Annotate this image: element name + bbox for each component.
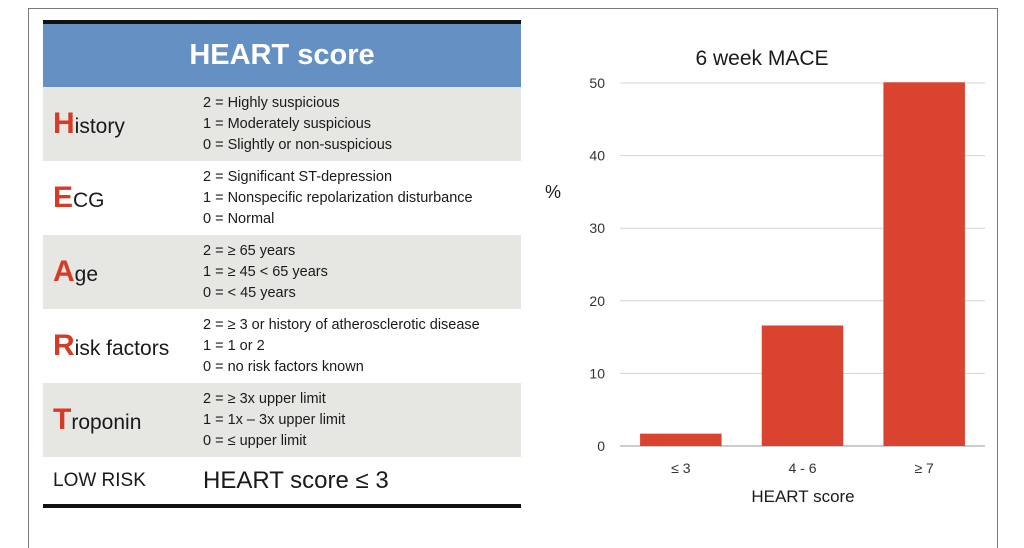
x-tick-label: ≤ 3 <box>671 460 691 476</box>
row-criteria: 2 = Highly suspicious 1 = Moderately sus… <box>203 93 392 156</box>
y-tick-label: 0 <box>597 438 605 454</box>
bar <box>883 82 965 447</box>
chart-title: 6 week MACE <box>695 47 828 70</box>
x-tick-label: 4 - 6 <box>788 460 816 476</box>
mace-bar-chart: 6 week MACE % HEART score 0 10 20 30 40 50 ≤ … <box>545 47 985 506</box>
y-tick-labels: 0 10 20 30 40 50 <box>589 75 605 454</box>
table-row-history: History 2 = Highly suspicious 1 = Modera… <box>43 87 521 161</box>
criterion-line: 2 = Highly suspicious <box>203 94 340 111</box>
heart-score-table: HEART score History 2 = Highly suspiciou… <box>43 20 521 508</box>
row-title-rest: isk factors <box>74 337 170 360</box>
criterion-line: 0 = no risk factors known <box>203 358 364 375</box>
criterion-line: 2 = ≥ 3x upper limit <box>203 390 326 407</box>
criterion-line: 0 = Slightly or non-suspicious <box>203 136 393 153</box>
row-title: ECG <box>43 181 203 215</box>
y-axis-label: % <box>545 182 561 202</box>
criterion-line: 1 = ≥ 45 < 65 years <box>203 263 328 280</box>
row-criteria: 2 = ≥ 3 or history of atherosclerotic di… <box>203 315 480 378</box>
row-title-rest: CG <box>73 189 105 212</box>
y-tick-label: 50 <box>589 75 605 91</box>
figure-frame <box>28 8 998 548</box>
low-risk-threshold: HEART score ≤ 3 <box>203 466 389 494</box>
row-initial: E <box>53 181 74 214</box>
table-row-ecg: ECG 2 = Significant ST-depression 1 = No… <box>43 161 521 235</box>
criterion-line: 1 = 1 or 2 <box>203 337 265 354</box>
row-criteria: 2 = Significant ST-depression 1 = Nonspe… <box>203 167 473 230</box>
table-header: HEART score <box>43 24 521 87</box>
bar <box>761 325 844 446</box>
x-axis-label: HEART score <box>751 487 854 506</box>
table-bottom-rule <box>43 504 521 508</box>
criterion-line: 0 = < 45 years <box>203 284 296 301</box>
y-tick-label: 40 <box>589 148 605 164</box>
table-row-risk-factors: Risk factors 2 = ≥ 3 or history of ather… <box>43 309 521 383</box>
row-title: Risk factors <box>43 329 203 363</box>
row-criteria: 2 = ≥ 3x upper limit 1 = 1x – 3x upper l… <box>203 389 345 452</box>
low-risk-label: LOW RISK <box>53 469 146 491</box>
criterion-line: 1 = Nonspecific repolarization disturban… <box>203 189 473 206</box>
row-title: Troponin <box>43 403 203 437</box>
criterion-line: 0 = ≤ upper limit <box>203 432 307 449</box>
row-initial: H <box>53 107 75 140</box>
row-title-rest: roponin <box>71 411 142 434</box>
table-row-troponin: Troponin 2 = ≥ 3x upper limit 1 = 1x – 3… <box>43 383 521 457</box>
row-initial: R <box>53 329 75 362</box>
criterion-line: 1 = 1x – 3x upper limit <box>203 411 346 428</box>
table-title: HEART score <box>189 39 375 71</box>
row-title: History <box>43 107 203 141</box>
row-title-rest: istory <box>74 115 125 138</box>
row-initial: A <box>53 255 75 288</box>
y-tick-label: 30 <box>589 220 605 236</box>
x-tick-labels: ≤ 3 4 - 6 ≥ 7 <box>671 460 934 476</box>
criterion-line: 0 = Normal <box>203 210 275 227</box>
bars <box>640 82 965 447</box>
criterion-line: 2 = ≥ 65 years <box>203 242 296 259</box>
low-risk-row: LOW RISK HEART score ≤ 3 <box>43 457 521 504</box>
y-tick-label: 20 <box>589 293 605 309</box>
y-tick-label: 10 <box>589 365 605 381</box>
x-tick-label: ≥ 7 <box>914 460 934 476</box>
bar <box>640 433 722 446</box>
criterion-line: 1 = Moderately suspicious <box>203 115 372 132</box>
criterion-line: 2 = Significant ST-depression <box>203 168 393 185</box>
criterion-line: 2 = ≥ 3 or history of atherosclerotic di… <box>203 316 480 333</box>
row-criteria: 2 = ≥ 65 years 1 = ≥ 45 < 65 years 0 = <… <box>203 241 328 304</box>
table-row-age: Age 2 = ≥ 65 years 1 = ≥ 45 < 65 years 0… <box>43 235 521 309</box>
row-initial: T <box>53 403 72 436</box>
row-title: Age <box>43 255 203 289</box>
row-title-rest: ge <box>74 263 99 286</box>
table-top-rule <box>43 20 521 24</box>
